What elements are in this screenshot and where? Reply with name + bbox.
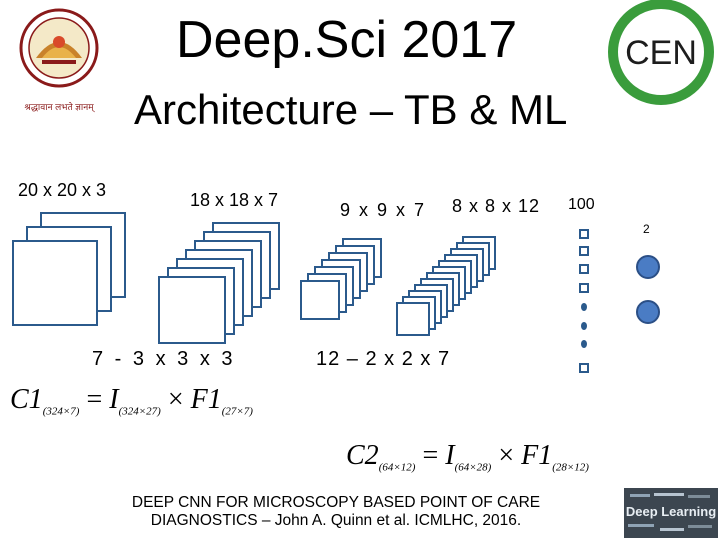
formula-c2-lhs-sub: (64×12)	[378, 461, 416, 474]
formula-c2-eq: =	[422, 440, 439, 471]
formula-c2-times: ×	[498, 440, 515, 471]
formula-c2-i: I	[445, 440, 455, 471]
fc-unit	[579, 363, 589, 373]
citation-line-1: DEEP CNN FOR MICROSCOPY BASED POINT OF C…	[131, 494, 541, 511]
wordcloud-text: Deep Learning	[625, 504, 717, 519]
deep-learning-wordcloud-logo: Deep Learning	[624, 488, 718, 538]
label-input: 20 x 20 x 3	[18, 180, 107, 200]
formula-c1-f-sub: (27×7)	[221, 405, 253, 418]
formula-c1-times: ×	[167, 384, 184, 415]
formula-c2-lhs: C2	[346, 440, 379, 471]
formula-c2-f: F1	[521, 440, 553, 471]
ellipsis-dot	[581, 322, 587, 330]
fc-unit	[579, 246, 589, 256]
ellipsis-dot	[581, 340, 587, 348]
citation-line-2: DIAGNOSTICS – John A. Quinn et al. ICMLH…	[150, 512, 522, 529]
output-node	[636, 255, 660, 279]
label-pool1: 9 x 9 x 7	[340, 200, 427, 220]
formula-c1-i: I	[109, 384, 119, 415]
label-conv1: 18 x 18 x 7	[190, 190, 279, 210]
pool1-map	[300, 280, 340, 320]
fc-unit	[579, 264, 589, 274]
label-filter1: 7 - 3 x 3 x 3	[92, 348, 236, 370]
label-fc: 100	[568, 196, 595, 213]
output-node	[636, 300, 660, 324]
formula-c1: C1(324×7) = I(324×27) × F1(27×7)	[10, 384, 253, 418]
label-filter2: 12 – 2 x 2 x 7	[316, 348, 451, 370]
label-output: 2	[643, 222, 650, 236]
logo-motto: श्रद्धावान लभते ज्ञानम्	[24, 102, 94, 112]
formula-c2-f-sub: (28×12)	[552, 461, 589, 474]
fc-unit	[579, 229, 589, 239]
formula-c2-i-sub: (64×28)	[454, 461, 492, 474]
citation: DEEP CNN FOR MICROSCOPY BASED POINT OF C…	[56, 494, 616, 530]
formula-c1-lhs: C1	[10, 384, 43, 415]
input-map	[12, 240, 98, 326]
label-conv2: 8 x 8 x 12	[452, 196, 541, 216]
page-subtitle: Architecture – TB & ML	[134, 86, 568, 133]
formula-c1-i-sub: (324×27)	[118, 405, 161, 418]
formula-c1-f: F1	[190, 384, 222, 415]
fc-unit	[579, 283, 589, 293]
amrita-logo: श्रद्धावान लभते ज्ञानम्	[6, 6, 112, 114]
formula-c1-eq: =	[86, 384, 103, 415]
ellipsis-dot	[581, 303, 587, 311]
conv1-map	[158, 276, 226, 344]
formula-c1-lhs-sub: (324×7)	[42, 405, 80, 418]
cen-logo-text: CEN	[625, 34, 697, 72]
formula-c2: C2(64×12) = I(64×28) × F1(28×12)	[346, 440, 589, 474]
page-title: Deep.Sci 2017	[176, 11, 518, 69]
conv2-map	[396, 302, 430, 336]
cen-logo: CEN	[606, 0, 716, 112]
